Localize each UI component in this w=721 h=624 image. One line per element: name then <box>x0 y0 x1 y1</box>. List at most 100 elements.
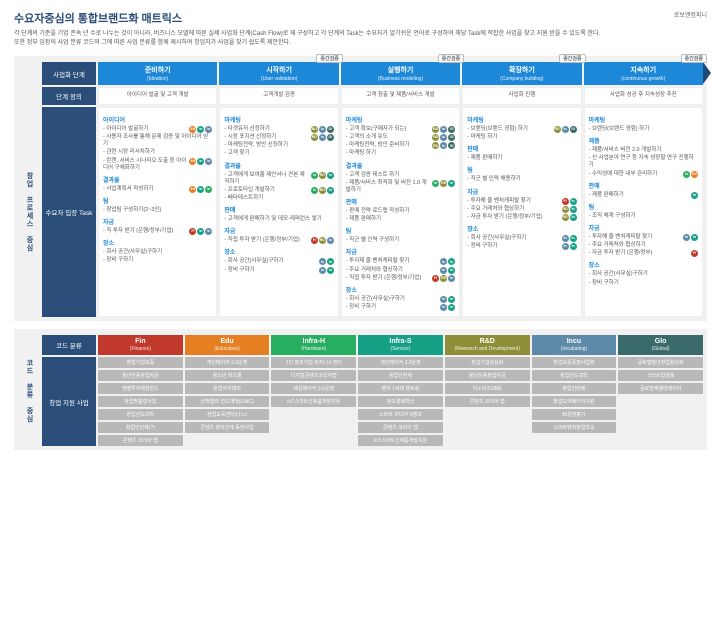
task-item: 고객 검증 테스트 하기 <box>346 172 455 179</box>
code-dot: In <box>205 186 212 193</box>
task-section-title: 마케팅 <box>589 115 698 124</box>
biz-column: 창업기업상용화청년전용창업자금이노비즈ONE콘텐츠 코리아 랩 <box>445 357 530 446</box>
task-item: 제품 판매하기 <box>467 155 576 162</box>
intro-text: 각 단계의 기준을 기업 존속 년 수로 나누는 것이 아니라, 비즈니스 모델… <box>14 30 707 48</box>
biz-item: 디지털콘텐츠코리아랩 <box>271 370 356 381</box>
biz-item: 창업선도대학 <box>532 370 617 381</box>
code-dot: In <box>448 275 455 282</box>
task-item: 장비 구하기InIn <box>346 304 455 311</box>
code-dot: RD <box>562 214 569 221</box>
code-dot: In <box>440 304 447 311</box>
task-item: 직군 별 인력 채용하기 <box>467 176 576 183</box>
code-dot: Gl <box>327 126 334 133</box>
code-dot: Gl <box>448 142 455 149</box>
code-dot: Fi <box>562 198 569 205</box>
biz-column: 글로벌청년창업활성화스타트업칠레글로벌엑셀러레이터 <box>618 357 703 446</box>
stage-header: 중간검증확장하기(Company building) <box>462 62 581 85</box>
code-dot: RD <box>319 187 326 194</box>
row-header-def: 단계 정의 <box>42 87 96 105</box>
code-header: Infra-S(Service) <box>358 335 443 355</box>
biz-item: BI경영평가 <box>532 409 617 420</box>
task-cell: 마케팅브랜딩(브랜드 경험) 하기RDInGl마케팅 하기판매제품 판매하기팀직… <box>462 107 581 317</box>
code-dot: RD <box>562 206 569 213</box>
code-dot: In <box>327 187 334 194</box>
code-dot: In <box>440 126 447 133</box>
stage-header: 중간검증실행하기(Business modeling) <box>341 62 460 85</box>
biz-item: 글로벌엑셀러레이터 <box>618 383 703 394</box>
task-section-title: 장소 <box>589 260 698 269</box>
code-dot: Ed <box>189 186 196 193</box>
task-item: 투자제 줄 벤처캐피탈 찾기InIn <box>346 258 455 265</box>
biz-item: 창업선도대학 <box>98 409 183 420</box>
code-dot: Gl <box>448 134 455 141</box>
biz-item: 스마트벤처창업학교 <box>532 422 617 433</box>
code-dot: Gl <box>327 134 334 141</box>
task-section-title: 결과물 <box>224 161 333 170</box>
task-section-title: 판매 <box>224 205 333 214</box>
biz-item: 창업기업보증 <box>98 357 183 368</box>
code-dot: Fi <box>691 250 698 257</box>
biz-column: 개인메이커 3.0운영청소년 비즈쿨창업아카데미산학협력 선도대학(LINC)창… <box>185 357 270 446</box>
task-section-title: 장소 <box>346 285 455 294</box>
row-header-task: 수요자 입장 Task <box>42 107 96 317</box>
task-item: 자금 투자 받기 (은행/정부/기업)RDIn <box>467 214 576 221</box>
task-section-title: 결과물 <box>103 175 212 184</box>
row-header-code: 코드 분류 <box>42 335 96 355</box>
biz-column: 개인메이커 3.0운영창업인턴제벤처 1세대 멘토링창조경제혁신스마트 미디어 … <box>358 357 443 446</box>
code-dot: In <box>440 296 447 303</box>
code-header: Glo(Global) <box>618 335 703 355</box>
biz-item: 스타트업칠레 <box>618 370 703 381</box>
task-section-title: 자금 <box>103 217 212 226</box>
biz-item: 벤처 1세대 멘토링 <box>358 383 443 394</box>
code-dot: RD <box>319 172 326 179</box>
biz-item: 창업맞춤형사업 <box>98 396 183 407</box>
code-dot: In <box>205 158 212 165</box>
code-dot: In <box>448 258 455 265</box>
task-cell: 마케팅고객 확보(구매자가 되는)RDInGl고객의 소개 유도RDInGl마케… <box>341 107 460 317</box>
code-dot: In <box>311 187 318 194</box>
task-item: 고객에게 판매하기 및 데모·레퍼런스 쌓기 <box>224 216 333 223</box>
task-section-title: 제품 <box>589 136 698 145</box>
biz-item: 1인 창조기업 비지니스센터 <box>271 357 356 368</box>
code-dot: In <box>205 126 212 133</box>
task-item: 베타테스트하기 <box>224 195 333 202</box>
task-section-title: 자금 <box>589 223 698 232</box>
code-dot: In <box>448 180 455 187</box>
stage-header: 중간검증시작하기(User validation) <box>219 62 338 85</box>
code-dot: Gl <box>448 126 455 133</box>
task-item: 장비 구하기InIn <box>467 243 576 250</box>
stage-definition: 사업화 진행 <box>462 87 581 105</box>
task-section-title: 팀 <box>589 202 698 211</box>
code-dot: In <box>319 126 326 133</box>
task-item: 장비 구하기 <box>103 257 212 264</box>
biz-item: IoT스마트신제품개발지원 <box>358 435 443 446</box>
task-section-title: 판매 <box>467 144 576 153</box>
task-item: 시장 포지션 선정하기RDInGl <box>224 134 333 141</box>
stage-definition: 사업화 성공 후 지속성장 추진 <box>584 87 703 105</box>
task-section-title: 마케팅 <box>467 115 576 124</box>
task-item: 마케팅 하기 <box>346 150 455 157</box>
task-item: 사업계획서 작성하기EdInIn <box>103 186 212 193</box>
code-dot: RD <box>432 126 439 133</box>
code-dot: In <box>319 267 326 274</box>
task-item: 브랜딩(브랜드 경험) 하기 <box>589 126 698 133</box>
code-header: R&D(Research and Development) <box>445 335 530 355</box>
code-dot: RD <box>440 180 447 187</box>
task-item: 사용자 조사를 통해 문제 검증 및 아이디어 얻기 <box>103 134 212 148</box>
task-item: 제품/서비스 최적화 및 버전 1.0 개발하기InRDIn <box>346 180 455 194</box>
biz-item: 창업기업상용화 <box>445 357 530 368</box>
biz-column: 1인 창조기업 비지니스센터디지털콘텐츠코리아랩제감메이커 3.0운영IoT스마… <box>271 357 356 446</box>
code-dot: In <box>683 234 690 241</box>
task-item: 제품/서비스 버전 2.0 개발하기 <box>589 147 698 154</box>
task-item: 회사 공간(사무실)구하기 <box>589 271 698 278</box>
code-dot: In <box>570 243 577 250</box>
task-item: 자금 투자 받기 (은행/정부)Fi <box>589 250 698 257</box>
row-header-biz: 창업 지원 사업 <box>42 357 96 446</box>
mid-validation-tag: 중간검증 <box>438 54 464 63</box>
biz-item: 콘텐츠 코리아 랩 <box>98 435 183 446</box>
task-item: 창업팀 구성하기(2~3인) <box>103 207 212 214</box>
intro-line-2: 또한 정부 입장의 사업 분류 코드와 그에 따른 사업 분류를 함께 제시하여… <box>14 39 707 48</box>
code-dot: In <box>448 304 455 311</box>
code-header: Incu(Incubating) <box>532 335 617 355</box>
code-dot: In <box>197 158 204 165</box>
